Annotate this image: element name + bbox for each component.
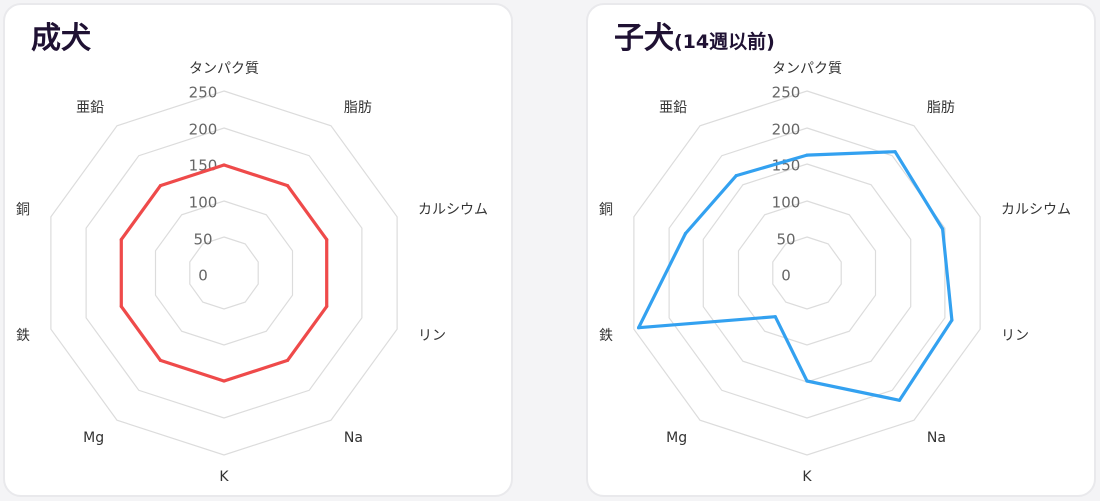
data-point [950, 318, 954, 322]
axis-label: Mg [666, 430, 687, 446]
data-point [893, 150, 897, 154]
axis-label: Na [344, 430, 363, 446]
tick-label: 100 [189, 194, 218, 212]
grid-ring [702, 163, 912, 383]
data-point [897, 398, 902, 402]
tick-label: 50 [193, 231, 212, 249]
data-point [119, 238, 123, 242]
tick-label: 250 [189, 84, 218, 102]
tick-label: 100 [772, 194, 801, 212]
data-point [734, 174, 738, 178]
grid-ring [50, 90, 398, 456]
data-point [805, 379, 809, 383]
data-point [773, 315, 777, 319]
data-point [325, 304, 329, 308]
tick-label: 0 [781, 267, 791, 285]
axis-label: 脂肪 [344, 100, 372, 116]
axis-label: リン [418, 328, 446, 344]
tick-label: 0 [198, 267, 208, 285]
axis-label: カルシウム [418, 202, 488, 218]
axis-label: カルシウム [1001, 202, 1071, 218]
grid-ring [633, 90, 981, 456]
data-point [683, 231, 688, 236]
tick-label: 250 [772, 84, 801, 102]
grid-ring [772, 236, 842, 310]
chart-title: 成犬 [31, 21, 91, 56]
axis-label: K [802, 469, 812, 485]
data-point [158, 358, 163, 362]
series-line [636, 150, 954, 402]
grid-ring [668, 127, 946, 419]
data-point [805, 153, 809, 157]
grid-ring [189, 236, 259, 310]
data-point [158, 184, 163, 188]
data-point [222, 163, 226, 167]
chart-title: 子犬(14週以前) [614, 21, 775, 56]
axis-label: 亜鉛 [76, 100, 104, 116]
tick-label: 200 [772, 121, 801, 139]
data-point [285, 184, 290, 188]
tick-label: 200 [189, 121, 218, 139]
data-point [222, 379, 226, 383]
axis-label: 銅 [599, 202, 613, 218]
tick-label: 150 [772, 157, 801, 175]
data-point [941, 227, 945, 231]
axis-label: 鉄 [599, 328, 613, 344]
data-point [325, 238, 329, 242]
axis-label: リン [1001, 328, 1029, 344]
grid-ring [737, 200, 877, 346]
axis-label: 銅 [16, 202, 30, 218]
axis-label: Mg [83, 430, 104, 446]
axis-label: タンパク質 [189, 61, 259, 77]
grid-ring [154, 200, 294, 346]
puppy-chart-card: 子犬(14週以前) 0 50 100 150 200 250 タンパク質脂肪カルシウムリン N… [586, 3, 1096, 497]
series-line [119, 163, 329, 383]
data-point [119, 304, 123, 308]
axis-label: タンパク質 [772, 61, 842, 77]
data-point [637, 326, 641, 330]
grid-ring [85, 127, 363, 419]
axis-label: 脂肪 [927, 100, 955, 116]
data-point [285, 358, 290, 362]
axis-label: Na [927, 430, 946, 446]
adult-dog-chart-card: 成犬 0 50 100 150 200 250 タンパク質 脂肪 カルシウム リン Na K Mg 鉄銅亜… [3, 3, 513, 497]
axis-label: K [219, 469, 229, 485]
axis-label: 鉄 [16, 328, 30, 344]
axis-label: 亜鉛 [659, 100, 687, 116]
tick-label: 50 [776, 231, 795, 249]
